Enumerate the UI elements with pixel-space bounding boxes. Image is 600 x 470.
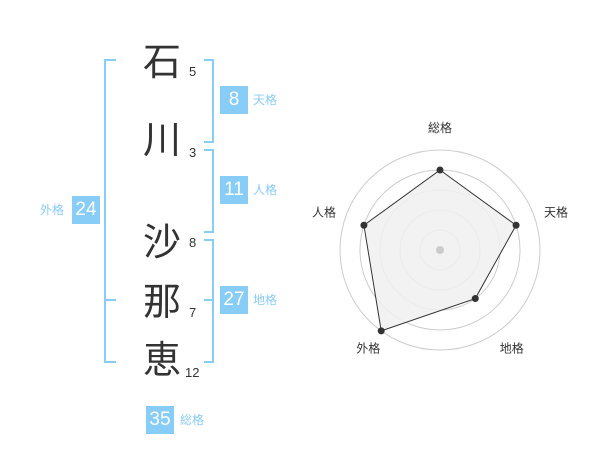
name-char: 川 <box>142 118 181 162</box>
radar-axis-label: 外格 <box>356 341 380 356</box>
jinkaku-label: 人格 <box>253 183 278 197</box>
radar-axis-label: 地格 <box>500 341 524 356</box>
radar-axis-label: 人格 <box>312 204 336 219</box>
bracket-tick <box>106 299 116 301</box>
stroke-count: 3 <box>189 145 197 160</box>
name-char: 那 <box>142 280 181 324</box>
soukaku-value: 35 <box>146 406 174 434</box>
radar-axis-label: 天格 <box>544 204 568 219</box>
radar-point <box>471 295 479 303</box>
gaikaku-value: 24 <box>72 196 100 224</box>
chikaku-value: 27 <box>220 286 248 314</box>
radar-point <box>360 221 368 229</box>
radar-center <box>436 246 444 254</box>
tenkaku-bracket <box>204 59 214 143</box>
name-char: 沙 <box>142 220 181 264</box>
radar-point <box>512 221 520 229</box>
soukaku-label: 総格 <box>180 413 205 427</box>
chikaku-label: 地格 <box>253 293 278 307</box>
jinkaku-bracket <box>204 149 214 233</box>
stroke-count: 5 <box>189 64 197 79</box>
radar-ring <box>339 149 541 351</box>
gaikaku-label: 外格 <box>40 203 65 217</box>
gaikaku-bracket <box>104 59 116 363</box>
chikaku-bracket <box>204 239 214 363</box>
stroke-count: 12 <box>185 365 200 380</box>
radar-point <box>436 166 444 174</box>
stroke-count: 8 <box>189 235 197 250</box>
bracket-tick <box>204 299 212 301</box>
stroke-count: 7 <box>189 305 197 320</box>
jinkaku-value: 11 <box>220 176 248 204</box>
radar-point <box>377 327 385 335</box>
tenkaku-label: 天格 <box>253 93 278 107</box>
radar-axis-label: 総格 <box>428 120 452 135</box>
name-char: 恵 <box>142 338 181 382</box>
tenkaku-value: 8 <box>220 86 248 114</box>
name-char: 石 <box>142 40 181 84</box>
